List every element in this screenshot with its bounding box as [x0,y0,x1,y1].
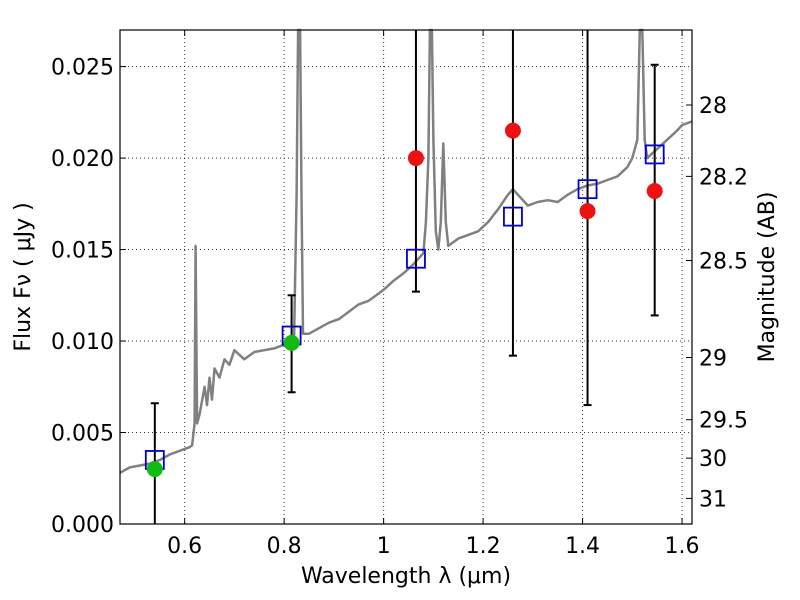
x-tick-label: 1.6 [665,534,700,559]
x-axis-title: Wavelength λ (μm) [301,564,511,589]
magnitude-tick-label: 28.2 [699,165,748,190]
axis-ticks: 0.6 0.8 1 1.2 1.4 1.6 0.000 0.005 0.010 0.015 0.02… [51,30,748,559]
grid-lines [120,30,692,525]
x-tick-label: 0.8 [267,534,302,559]
model-photometry-square [577,179,598,200]
sed-model-line [119,28,693,474]
model-photometry-squares [144,144,665,470]
upper-limit-point [504,122,521,139]
y-tick-label: 0.000 [51,513,114,538]
x-tick-label: 0.6 [167,534,202,559]
observed-points [146,122,663,478]
model-photometry-square [644,144,665,165]
y-tick-label: 0.010 [51,330,114,355]
model-photometry-square [503,206,523,227]
upper-limit-point [407,150,424,167]
detection-point [283,334,300,351]
y-tick-label: 0.005 [51,422,114,447]
x-tick-label: 1.2 [466,534,501,559]
magnitude-tick-label: 28 [699,94,727,119]
y-tick-label: 0.020 [51,147,114,172]
model-photometry-square [406,248,426,269]
right-axis-title: Magnitude (AB) [755,192,780,363]
upper-limit-point [646,183,663,200]
magnitude-tick-label: 30 [699,447,727,472]
y-axis-title: Flux Fν ( μJy ) [11,202,36,351]
y-tick-label: 0.025 [51,56,114,81]
y-tick-label: 0.015 [51,239,114,264]
detection-point [146,461,163,478]
upper-limit-point [579,203,596,220]
x-tick-label: 1.4 [565,534,600,559]
error-bars [150,30,659,524]
x-tick-label: 1 [377,534,391,559]
sed-model-curve [119,28,693,474]
magnitude-tick-label: 29.5 [699,409,748,434]
magnitude-tick-label: 29 [699,347,727,372]
plot-frame [119,29,693,525]
magnitude-tick-label: 31 [699,487,727,512]
magnitude-tick-label: 28.5 [699,250,748,275]
